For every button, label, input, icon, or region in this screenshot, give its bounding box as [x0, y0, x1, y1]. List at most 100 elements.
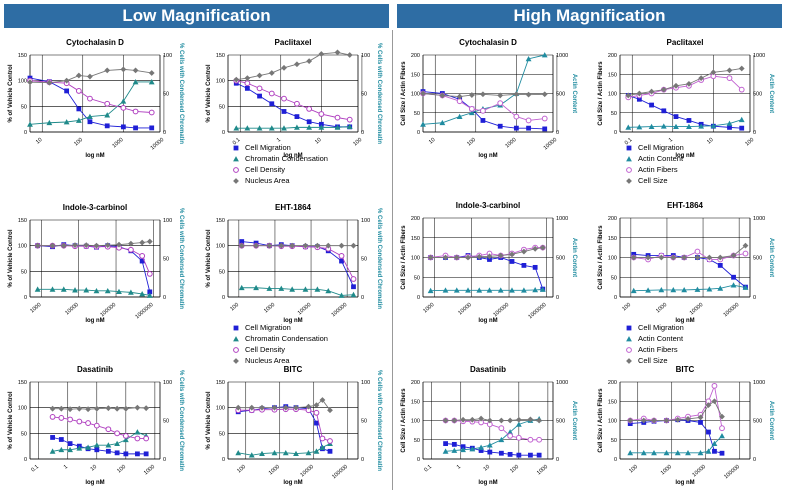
data-point	[636, 124, 643, 130]
y2-tick-label: 500	[753, 92, 762, 98]
y-tick-label: 150	[411, 236, 420, 242]
data-point	[685, 416, 691, 422]
data-point	[726, 75, 733, 81]
legend-marker	[233, 166, 239, 173]
data-point	[480, 107, 486, 114]
data-point	[420, 90, 426, 97]
data-point	[34, 242, 41, 249]
legend-item: Cell Density	[232, 164, 328, 175]
data-point	[717, 285, 724, 291]
y-tick-label: 100	[18, 244, 27, 250]
y-axis-label: % of Vehicle Control	[206, 64, 212, 122]
data-point	[105, 448, 111, 454]
legend-high-2: Cell Migration Actin Content Actin Fibers C…	[625, 322, 684, 366]
legend-marker-shape	[233, 145, 239, 150]
data-point	[645, 287, 651, 293]
data-point	[104, 242, 111, 249]
y2-tick-label: 100	[361, 218, 370, 224]
data-point	[338, 292, 345, 298]
data-point	[476, 287, 483, 293]
legend-item: Cell Density	[232, 344, 328, 355]
data-point	[256, 85, 263, 92]
y-tick-label: 100	[216, 244, 225, 250]
series-line	[52, 437, 147, 455]
data-point	[541, 52, 548, 58]
data-point	[253, 284, 259, 291]
x-tick-label: 100000	[723, 302, 741, 318]
y2-tick-label: 50	[361, 257, 367, 263]
y-tick-label: 200	[608, 216, 617, 222]
data-point	[122, 436, 129, 443]
y2-axis-label: Actin Content	[768, 238, 774, 277]
y2-tick-label: 100	[163, 53, 172, 59]
y2-axis-label: % Cells with Condensed Chromatin	[376, 43, 382, 144]
data-point	[663, 449, 670, 456]
legend-marker	[233, 145, 239, 150]
y2-tick-label: 50	[163, 257, 169, 263]
legend-item: Nucleus Area	[232, 355, 328, 366]
data-point	[120, 98, 127, 104]
data-point	[294, 61, 300, 68]
y2-axis-label: % Cells with Condensed Chromatin	[178, 370, 184, 471]
data-point	[726, 120, 733, 126]
legend-marker	[233, 346, 239, 353]
y-axis-label: Cell Size / Actin Fibers	[598, 225, 604, 290]
data-point	[238, 242, 245, 249]
data-point	[636, 96, 642, 102]
x-tick-label: 100	[621, 302, 632, 313]
data-point	[49, 448, 56, 454]
y-axis-label: % of Vehicle Control	[8, 391, 14, 449]
x-tick-label: 100	[229, 302, 240, 313]
data-point	[128, 240, 134, 247]
legend-marker	[233, 335, 239, 341]
data-point	[116, 288, 122, 295]
data-point	[318, 111, 325, 117]
data-point	[730, 282, 737, 288]
data-point	[705, 402, 712, 408]
y-tick-label: 100	[411, 256, 420, 262]
data-point	[630, 287, 637, 294]
y2-tick-label: 0	[556, 130, 559, 136]
data-point	[305, 403, 312, 410]
y-tick-label: 150	[18, 218, 27, 224]
data-point	[509, 259, 515, 264]
data-point	[645, 254, 651, 261]
data-point	[350, 291, 357, 298]
legend-marker	[626, 145, 632, 150]
data-point	[661, 108, 667, 114]
legend-marker	[626, 166, 632, 173]
data-point	[259, 450, 265, 457]
y-tick-label: 150	[411, 399, 420, 405]
data-point	[710, 69, 717, 76]
data-point	[148, 79, 155, 85]
data-point	[306, 119, 312, 125]
y-tick-label: 150	[608, 72, 617, 78]
x-tick-label: 10	[483, 464, 492, 473]
x-tick-label: 10000	[64, 302, 80, 316]
data-point	[278, 242, 285, 249]
data-point	[314, 242, 321, 249]
y-tick-label: 0	[614, 295, 617, 301]
data-point	[350, 242, 357, 249]
y-axis-label: Cell Size / Actin Fibers	[598, 61, 604, 126]
data-point	[674, 449, 681, 456]
data-point	[738, 116, 745, 123]
data-point	[660, 123, 667, 129]
legend-item: Nucleus Area	[232, 175, 328, 186]
y2-tick-label: 50	[361, 92, 367, 98]
x-tick-label: 10000	[689, 302, 705, 316]
legend-label: Cell Size	[638, 176, 668, 185]
data-point	[509, 251, 515, 258]
data-point	[104, 123, 110, 129]
y2-tick-label: 0	[163, 295, 166, 301]
series-line	[628, 75, 743, 98]
x-tick-label: 1	[456, 464, 462, 471]
data-point	[507, 429, 514, 435]
data-point	[532, 286, 539, 293]
legend-marker-shape	[626, 325, 632, 330]
data-point	[351, 284, 356, 290]
data-point	[719, 425, 725, 432]
x-tick-label: 100000	[99, 302, 117, 318]
data-point	[114, 405, 121, 412]
data-point	[105, 426, 112, 433]
